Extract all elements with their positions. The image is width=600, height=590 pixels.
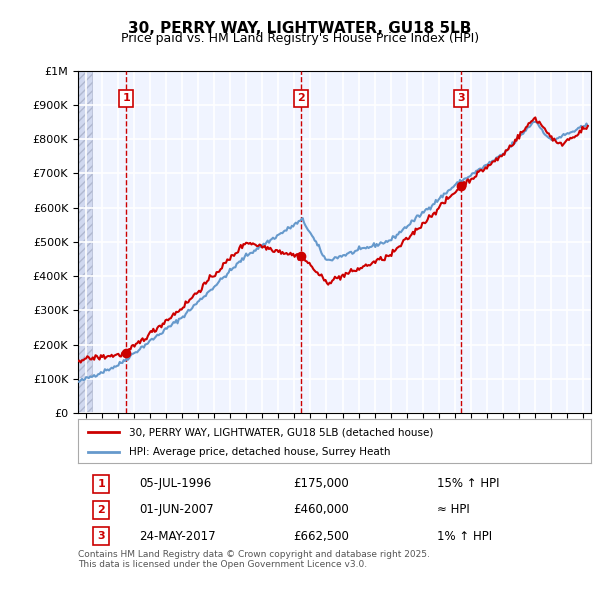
Text: 1: 1	[97, 478, 105, 489]
Text: 30, PERRY WAY, LIGHTWATER, GU18 5LB (detached house): 30, PERRY WAY, LIGHTWATER, GU18 5LB (det…	[130, 427, 434, 437]
Text: £460,000: £460,000	[293, 503, 349, 516]
Text: 15% ↑ HPI: 15% ↑ HPI	[437, 477, 500, 490]
Text: Price paid vs. HM Land Registry's House Price Index (HPI): Price paid vs. HM Land Registry's House …	[121, 32, 479, 45]
Bar	[78, 71, 92, 413]
Text: 1% ↑ HPI: 1% ↑ HPI	[437, 530, 492, 543]
Text: 3: 3	[457, 93, 465, 103]
Text: 30, PERRY WAY, LIGHTWATER, GU18 5LB: 30, PERRY WAY, LIGHTWATER, GU18 5LB	[128, 21, 472, 35]
Text: 2: 2	[97, 505, 105, 515]
Text: 3: 3	[97, 531, 105, 541]
Text: 01-JUN-2007: 01-JUN-2007	[140, 503, 214, 516]
Text: 1: 1	[122, 93, 130, 103]
Text: 2: 2	[297, 93, 305, 103]
Text: £662,500: £662,500	[293, 530, 349, 543]
Text: Contains HM Land Registry data © Crown copyright and database right 2025.
This d: Contains HM Land Registry data © Crown c…	[78, 550, 430, 569]
Text: 05-JUL-1996: 05-JUL-1996	[140, 477, 212, 490]
Text: 24-MAY-2017: 24-MAY-2017	[140, 530, 216, 543]
Text: HPI: Average price, detached house, Surrey Heath: HPI: Average price, detached house, Surr…	[130, 447, 391, 457]
Text: ≈ HPI: ≈ HPI	[437, 503, 470, 516]
Text: £175,000: £175,000	[293, 477, 349, 490]
